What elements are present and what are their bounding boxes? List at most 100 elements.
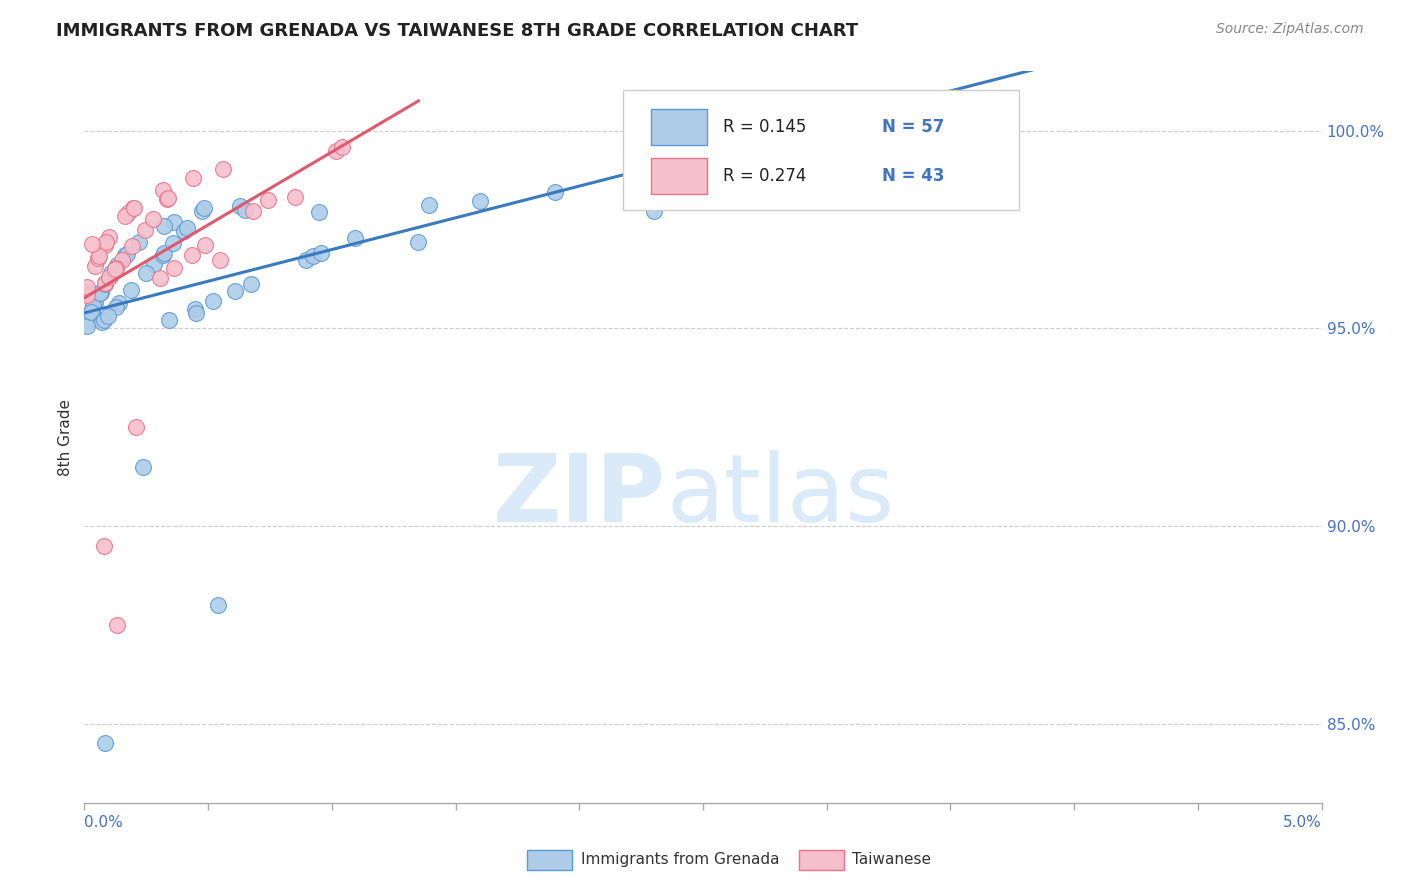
Point [224,284,246,298]
Point [284,189,307,203]
Point [418,198,440,212]
Point [153,245,176,260]
Point [80,302,103,317]
Point [152,247,174,261]
Point [128,235,150,249]
Point [135,267,157,281]
Point [344,230,367,244]
Text: Source: ZipAtlas.com: Source: ZipAtlas.com [1216,22,1364,37]
Point [104,262,127,277]
Point [173,224,195,238]
Point [84,295,107,310]
Point [122,201,145,215]
Point [80,302,103,317]
Point [89,285,111,300]
Point [94,737,117,751]
Point [98,270,121,285]
Point [142,212,165,227]
Point [153,219,176,233]
Point [104,262,127,277]
Point [408,235,430,250]
Text: 0.0%: 0.0% [84,814,124,830]
Point [90,315,112,329]
Point [100,266,122,280]
Text: N = 57: N = 57 [883,118,945,136]
Point [87,251,110,265]
Point [115,247,138,261]
Point [93,539,115,553]
Point [134,222,156,236]
Point [149,271,172,285]
Point [184,301,207,316]
Point [212,162,235,177]
Point [152,183,174,197]
Point [302,249,325,263]
Point [643,203,665,218]
FancyBboxPatch shape [651,110,707,145]
Point [89,249,111,263]
Point [240,277,263,291]
Point [76,314,98,328]
Point [125,420,148,434]
Point [191,203,214,218]
Point [132,459,155,474]
Point [162,236,184,251]
Point [80,236,103,251]
Text: R = 0.145: R = 0.145 [723,118,806,136]
Point [163,214,186,228]
Point [229,199,252,213]
Y-axis label: 8th Grade: 8th Grade [58,399,73,475]
Point [97,309,120,323]
Point [93,238,115,252]
Point [83,259,105,273]
Point [96,235,118,249]
Text: atlas: atlas [666,450,894,541]
Point [257,194,280,208]
Text: N = 43: N = 43 [883,167,945,185]
Point [242,204,264,219]
Point [76,280,98,294]
Point [76,318,98,333]
Point [76,288,98,302]
Point [543,186,565,200]
Point [76,286,98,301]
Text: IMMIGRANTS FROM GRENADA VS TAIWANESE 8TH GRADE CORRELATION CHART: IMMIGRANTS FROM GRENADA VS TAIWANESE 8TH… [56,22,859,40]
Point [209,253,232,268]
Point [122,202,145,216]
Point [94,276,117,290]
Point [114,248,136,262]
Text: R = 0.274: R = 0.274 [723,167,806,185]
Point [82,299,104,313]
Point [94,276,117,290]
Point [98,268,121,283]
Point [176,220,198,235]
Point [207,598,229,612]
Point [157,313,180,327]
Point [98,230,121,244]
Point [308,204,330,219]
Text: Taiwanese: Taiwanese [852,853,931,867]
Point [117,206,139,220]
Point [104,300,127,314]
Point [294,252,316,267]
Point [156,193,179,207]
Point [309,246,332,260]
Text: Immigrants from Grenada: Immigrants from Grenada [581,853,779,867]
Point [121,239,143,253]
Point [114,209,136,223]
Point [93,312,115,326]
Point [89,286,111,301]
Point [202,293,225,308]
Point [111,252,134,267]
Point [181,171,204,186]
Point [157,191,180,205]
Point [143,257,166,271]
Point [89,285,111,299]
Point [114,248,136,262]
FancyBboxPatch shape [651,159,707,194]
Point [233,202,256,217]
Point [76,285,98,299]
Point [104,261,127,276]
Point [93,277,115,291]
Point [107,258,129,272]
